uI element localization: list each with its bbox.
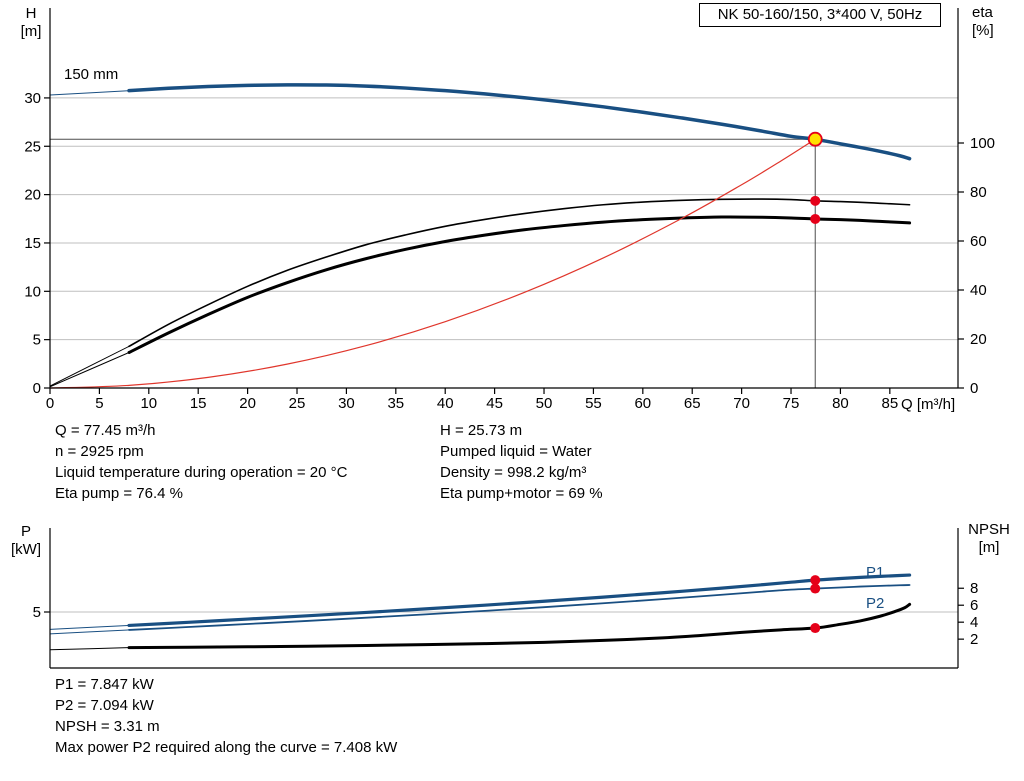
right-tick-label: 4	[970, 614, 978, 631]
p-axis-label: P [kW]	[5, 523, 47, 559]
eta-pump-motor-marker	[810, 213, 821, 224]
x-tick-label: 75	[783, 395, 800, 412]
pumped-liquid-text: Pumped liquid = Water	[440, 443, 592, 460]
eta-pump-text: Eta pump = 76.4 %	[55, 485, 183, 502]
x-tick-label: 65	[684, 395, 701, 412]
eta-pump-curve	[128, 198, 911, 348]
npsh-marker	[810, 623, 821, 634]
x-tick-label: 60	[634, 395, 651, 412]
x-tick-label: 40	[437, 395, 454, 412]
p2-value-text: P2 = 7.094 kW	[55, 697, 154, 714]
eta-pump-motor-text: Eta pump+motor = 69 %	[440, 485, 603, 502]
p-axis-symbol: P	[20, 523, 31, 540]
right-tick-label: 40	[970, 282, 987, 299]
npsh-axis-label: NPSH [m]	[960, 521, 1018, 557]
npsh-curve	[127, 602, 912, 650]
eta-pump-marker	[810, 195, 821, 206]
pump-curve-150mm	[127, 83, 912, 161]
operating-point-right-column: H = 25.73 m Pumped liquid = Water Densit…	[440, 420, 603, 504]
duty-point-marker	[807, 131, 823, 147]
left-tick-label: 15	[24, 235, 41, 252]
pump-title-box: NK 50-160/150, 3*400 V, 50Hz	[699, 3, 941, 27]
npsh-lead	[49, 647, 130, 651]
p1-curve	[127, 573, 912, 628]
x-tick-label: 0	[46, 395, 54, 412]
x-tick-label: 10	[140, 395, 157, 412]
right-tick-label: 8	[970, 580, 978, 597]
eta-pump-motor-lead	[49, 351, 130, 388]
system-curve	[49, 138, 816, 389]
left-tick-label: 0	[33, 380, 41, 397]
x-tick-label: 50	[536, 395, 553, 412]
left-tick-label: 25	[24, 138, 41, 155]
q-value-text: Q = 77.45 m³/h	[55, 422, 156, 439]
left-tick-label: 20	[24, 187, 41, 204]
left-tick-label: 10	[24, 283, 41, 300]
left-tick-label: 5	[33, 604, 41, 621]
density-text: Density = 998.2 kg/m³	[440, 464, 587, 481]
x-tick-label: 55	[585, 395, 602, 412]
liquid-temperature-text: Liquid temperature during operation = 20…	[55, 464, 348, 481]
x-tick-label: 85	[881, 395, 898, 412]
eta-pump-motor-curve	[127, 215, 912, 354]
h-axis-label: H [m]	[13, 5, 49, 41]
left-tick-label: 5	[33, 332, 41, 349]
eta-axis-label: eta [%]	[972, 4, 1016, 40]
p2-lead	[49, 629, 130, 635]
x-tick-label: 30	[338, 395, 355, 412]
npsh-axis-symbol: NPSH	[968, 521, 1010, 538]
p1-lead	[49, 624, 130, 630]
right-tick-label: 6	[970, 597, 978, 614]
p2-curve	[128, 584, 911, 631]
footer-values-column: P1 = 7.847 kW P2 = 7.094 kW NPSH = 3.31 …	[55, 674, 397, 758]
p-axis-unit: [kW]	[11, 541, 41, 558]
right-tick-label: 2	[970, 631, 978, 648]
eta-pump-lead	[49, 345, 130, 387]
x-tick-label: 20	[239, 395, 256, 412]
eta-axis-unit: [%]	[972, 22, 994, 39]
q-axis-label: Q [m³/h]	[901, 396, 956, 413]
x-tick-label: 35	[387, 395, 404, 412]
pump-curve-lead	[49, 90, 130, 96]
hq-chart: 150 mm0 5 10 15 20 25 30 35 40 45 50 55 60 65 70 75 80 85…	[24, 8, 995, 412]
right-tick-label: 20	[970, 331, 987, 348]
p2-marker	[810, 583, 821, 594]
p2-curve-label: P2	[866, 595, 884, 612]
p1-value-text: P1 = 7.847 kW	[55, 676, 154, 693]
p1-curve-label: P1	[866, 564, 884, 581]
left-tick-label: 30	[24, 90, 41, 107]
x-tick-label: 15	[190, 395, 207, 412]
x-tick-label: 70	[733, 395, 750, 412]
p1-marker	[810, 575, 821, 586]
x-tick-label: 5	[95, 395, 103, 412]
h-value-text: H = 25.73 m	[440, 422, 523, 439]
right-tick-label: 60	[970, 233, 987, 250]
h-axis-symbol: H	[25, 5, 37, 22]
x-tick-label: 25	[289, 395, 306, 412]
x-tick-label: 45	[486, 395, 503, 412]
operating-point-left-column: Q = 77.45 m³/h n = 2925 rpm Liquid tempe…	[55, 420, 347, 504]
h-axis-unit: [m]	[20, 23, 42, 40]
impeller-size-label: 150 mm	[64, 66, 118, 83]
x-tick-label: 80	[832, 395, 849, 412]
right-tick-label: 100	[970, 135, 995, 152]
npsh-axis-unit: [m]	[978, 539, 1000, 556]
speed-value-text: n = 2925 rpm	[55, 443, 144, 460]
right-tick-label: 0	[970, 380, 978, 397]
eta-axis-symbol: eta	[972, 4, 993, 21]
right-tick-label: 80	[970, 184, 987, 201]
npsh-value-text: NPSH = 3.31 m	[55, 718, 160, 735]
max-power-text: Max power P2 required along the curve = …	[55, 739, 398, 756]
